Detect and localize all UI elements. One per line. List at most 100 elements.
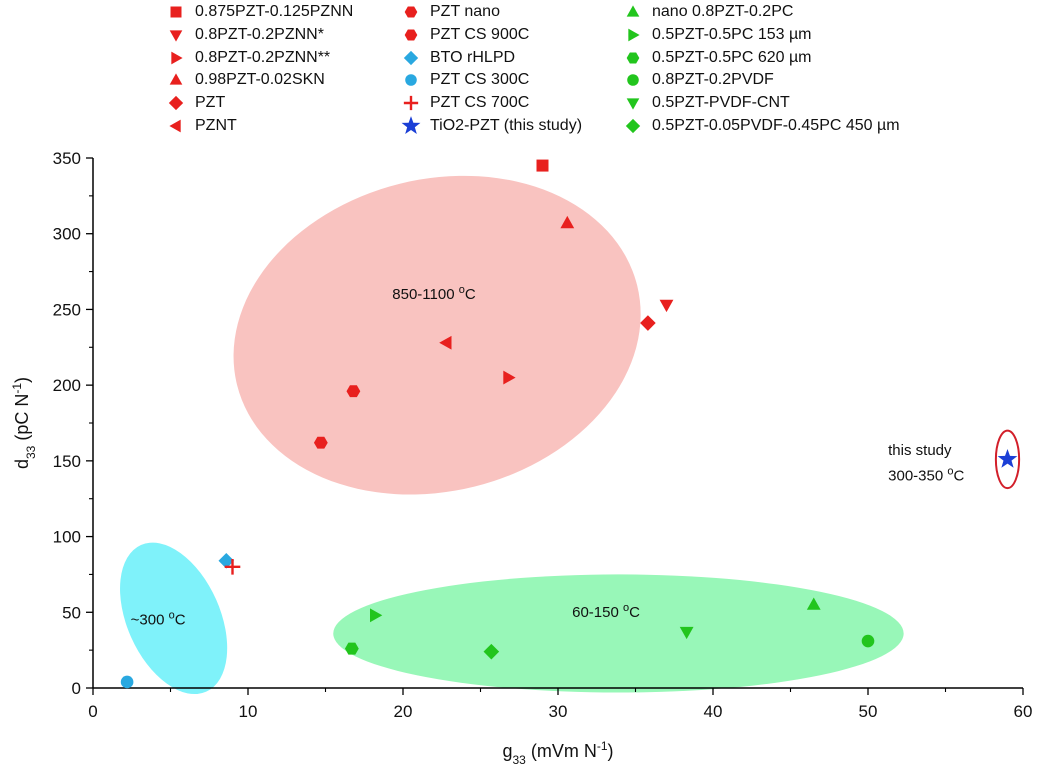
legend-label: TiO2-PZT (this study) xyxy=(430,117,583,134)
data-point xyxy=(344,642,359,655)
legend-marker-icon xyxy=(626,98,640,110)
legend-label: PZT CS 300C xyxy=(430,71,530,89)
annotation: 850-1100 oC xyxy=(392,284,476,303)
legend-label: 0.5PZT-PVDF-CNT xyxy=(652,94,790,112)
y-tick-label: 300 xyxy=(53,225,81,244)
legend-label: PZT xyxy=(195,94,226,112)
x-tick-label: 50 xyxy=(859,702,878,721)
x-tick-label: 30 xyxy=(549,702,568,721)
data-point xyxy=(640,315,656,331)
data-point xyxy=(659,299,674,313)
data-point xyxy=(370,608,383,623)
legend-label: PZT CS 900C xyxy=(430,25,530,43)
legend-item: PZT nano xyxy=(400,2,500,22)
legend-label: PZT nano xyxy=(430,3,500,20)
legend-marker xyxy=(404,29,418,41)
legend-marker xyxy=(404,6,418,18)
legend-marker xyxy=(628,28,640,42)
high-temp-region xyxy=(233,175,641,495)
legend-marker-icon xyxy=(403,96,419,111)
legend-marker-icon xyxy=(627,74,639,87)
legend-label: 0.8PZT-0.2PZNN** xyxy=(195,48,331,66)
legend-marker xyxy=(626,5,640,17)
legend-label: 0.5PZT-0.5PC 153 µm xyxy=(652,25,812,43)
legend-item: nano 0.8PZT-0.2PC xyxy=(622,2,793,22)
x-tick-label: 20 xyxy=(394,702,413,721)
legend-item: TiO2-PZT (this study) xyxy=(400,116,582,136)
legend-marker-icon xyxy=(404,6,418,18)
y-tick-label: 150 xyxy=(53,452,81,471)
data-point xyxy=(806,597,821,610)
legend-label: PZT CS 700C xyxy=(430,94,530,112)
legend-marker-icon xyxy=(169,30,183,42)
legend-label: 0.875PZT-0.125PZNN xyxy=(195,3,354,20)
data-point xyxy=(997,448,1018,468)
legend-marker xyxy=(626,52,640,64)
legend-marker-icon xyxy=(169,73,183,86)
legend-marker-icon xyxy=(170,6,182,18)
legend-item: BTO rHLPD xyxy=(400,48,515,68)
data-points xyxy=(120,159,1018,689)
legend-marker-icon xyxy=(625,118,641,134)
x-tick-label: 40 xyxy=(704,702,723,721)
data-point xyxy=(483,643,500,660)
this-study-ring xyxy=(994,429,1021,490)
legend-item: PZT CS 700C xyxy=(400,93,529,113)
x-tick-label: 0 xyxy=(88,702,97,721)
legend-item: 0.5PZT-0.5PC 153 µm xyxy=(622,25,812,45)
legend-marker-icon xyxy=(628,28,640,42)
legend-item: 0.8PZT-0.2PZNN* xyxy=(165,25,324,45)
legend-marker xyxy=(405,74,417,87)
legend-item: 0.5PZT-0.5PC 620 µm xyxy=(622,48,812,68)
legend-marker xyxy=(169,73,183,86)
legend-marker-icon xyxy=(169,119,181,133)
annotation: ~300 oC xyxy=(131,609,186,628)
legend-label: PZNT xyxy=(195,117,237,134)
legend-label: 0.8PZT-0.2PVDF xyxy=(652,71,774,89)
annotation: 300-350 oC xyxy=(888,466,964,485)
legend-marker xyxy=(627,74,639,87)
legend-marker-icon xyxy=(168,96,184,111)
legend-marker-icon xyxy=(405,74,417,87)
y-tick-label: 350 xyxy=(53,149,81,168)
y-tick-label: 250 xyxy=(53,300,81,319)
data-point xyxy=(346,385,361,398)
legend-item: 0.5PZT-PVDF-CNT xyxy=(622,93,790,113)
legend-marker xyxy=(171,51,183,64)
x-axis-title: g33 (mVm N-1) xyxy=(502,739,613,767)
legend-marker-icon xyxy=(626,5,640,17)
data-point xyxy=(503,370,516,385)
legend-marker xyxy=(169,119,181,133)
annotation: this study xyxy=(888,442,952,459)
legend-label: 0.5PZT-0.05PVDF-0.45PC 450 µm xyxy=(652,117,900,134)
y-tick-label: 200 xyxy=(53,376,81,395)
legend-item: 0.8PZT-0.2PVDF xyxy=(622,70,774,90)
legend-item: 0.5PZT-0.05PVDF-0.45PC 450 µm xyxy=(622,116,900,136)
legend-label: BTO rHLPD xyxy=(430,48,516,66)
shaded-regions xyxy=(120,175,1021,695)
legend-marker-icon xyxy=(401,116,421,135)
x-tick-label: 60 xyxy=(1014,702,1033,721)
legend-item: PZNT xyxy=(165,116,237,136)
annotations: 850-1100 oC ~300 oC 60-150 oC this study 300… xyxy=(131,284,965,629)
legend-marker xyxy=(625,118,641,134)
x-tick-label: 10 xyxy=(239,702,258,721)
y-axis-title: d33 (pC N-1) xyxy=(10,377,38,469)
data-point xyxy=(679,626,694,640)
legend-label: 0.8PZT-0.2PZNN* xyxy=(195,25,324,43)
legend-marker xyxy=(626,98,640,110)
legend-marker xyxy=(403,96,419,111)
data-point xyxy=(439,335,452,350)
y-tick-label: 100 xyxy=(53,528,81,547)
legend-marker-icon xyxy=(626,52,640,64)
legend-item: 0.8PZT-0.2PZNN** xyxy=(165,48,330,68)
legend-label: 0.5PZT-0.5PC 620 µm xyxy=(652,48,812,66)
data-point xyxy=(218,553,235,569)
axes: 0 10 20 30 40 50 60 0 50 100 150 200 250 300 350 g33 (m… xyxy=(10,149,1032,767)
data-point xyxy=(560,215,575,229)
legend-marker xyxy=(168,96,184,111)
legend-marker-icon xyxy=(403,50,419,65)
data-point xyxy=(536,159,549,172)
data-point xyxy=(313,436,328,449)
